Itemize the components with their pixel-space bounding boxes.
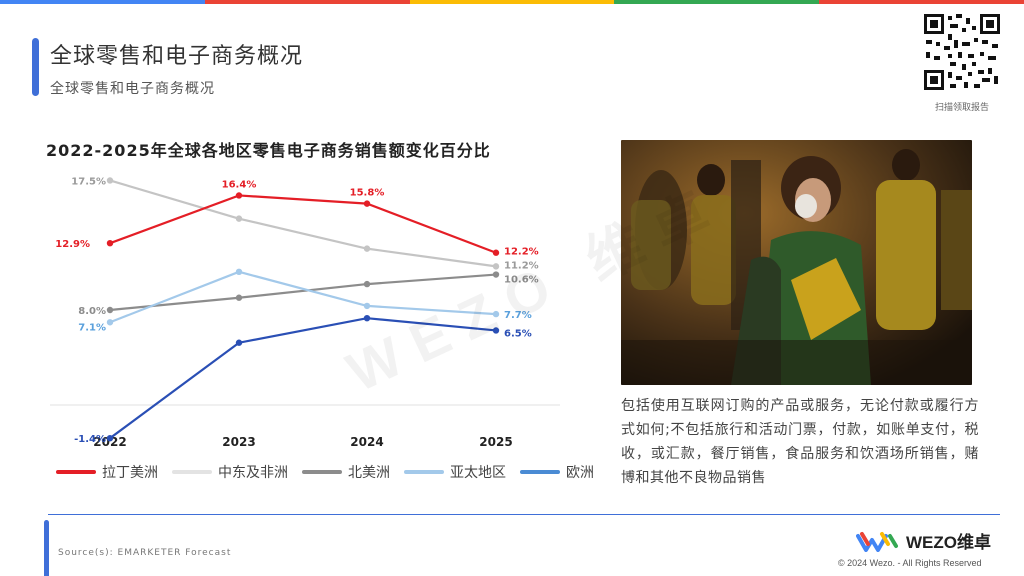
data-point xyxy=(363,200,371,207)
logo-text: WEZO维卓 xyxy=(906,533,991,552)
data-point xyxy=(235,192,243,199)
data-point xyxy=(106,319,114,326)
qr-label: 扫描领取报告 xyxy=(934,103,989,113)
line-chart: 2022 2023 2024 2025 17.5% 11.2% 8.0% 10.6% 7.1% 7… xyxy=(50,176,560,449)
x-tick-label: 2023 xyxy=(222,435,255,449)
data-label: 6.5% xyxy=(504,328,532,339)
data-point xyxy=(363,245,371,252)
x-tick-label: 2024 xyxy=(350,435,383,449)
legend-item: 拉丁美洲 xyxy=(56,462,158,482)
data-label: -1.4% xyxy=(74,434,106,445)
data-label: 12.9% xyxy=(55,239,90,250)
qr-code-icon[interactable] xyxy=(922,12,1002,92)
wezo-logo: WEZO维卓 xyxy=(856,528,991,553)
data-label: 15.8% xyxy=(350,188,385,199)
data-point xyxy=(492,249,500,256)
data-point xyxy=(106,239,114,247)
copyright: © 2024 Wezo. - All Rights Reserved xyxy=(838,558,982,568)
data-label: 10.6% xyxy=(504,275,539,286)
chart-legend: 拉丁美洲 中东及非洲 北美洲 亚太地区 欧洲 xyxy=(56,462,594,482)
brand-color-bar xyxy=(0,0,1024,4)
legend-label: 欧洲 xyxy=(566,465,594,481)
data-point xyxy=(106,434,114,442)
legend-item: 亚太地区 xyxy=(404,462,506,482)
legend-swatch xyxy=(172,470,212,474)
data-point xyxy=(492,310,500,318)
data-point xyxy=(363,314,371,322)
page-subtitle: 全球零售和电子商务概况 xyxy=(50,81,215,97)
footer-accent-bar xyxy=(44,520,49,576)
footer-divider xyxy=(48,514,1000,515)
chart-title: 2022-2025年全球各地区零售电子商务销售额变化百分比 xyxy=(46,141,491,160)
legend-label: 亚太地区 xyxy=(450,465,506,481)
legend-label: 中东及非洲 xyxy=(218,465,288,481)
data-label: 8.0% xyxy=(78,306,106,317)
data-point xyxy=(235,339,243,346)
series-line xyxy=(109,179,497,268)
legend-label: 北美洲 xyxy=(348,465,390,481)
series-line xyxy=(109,194,497,254)
source-note: Source(s): EMARKETER Forecast xyxy=(58,548,232,558)
data-point xyxy=(106,177,114,184)
page-title: 全球零售和电子商务概况 xyxy=(50,44,304,69)
legend-label: 拉丁美洲 xyxy=(102,465,158,481)
data-label: 7.7% xyxy=(504,310,532,321)
legend-swatch xyxy=(520,470,560,474)
x-tick-label: 2022 xyxy=(93,435,126,449)
data-point xyxy=(106,306,114,314)
legend-item: 北美洲 xyxy=(302,462,390,482)
data-point xyxy=(363,302,371,310)
protest-photo xyxy=(621,140,972,385)
data-label: 7.1% xyxy=(78,322,106,333)
data-label: 17.5% xyxy=(71,176,106,187)
data-point xyxy=(363,280,371,288)
legend-item: 中东及非洲 xyxy=(172,462,288,482)
data-label: 16.4% xyxy=(222,179,257,190)
data-point xyxy=(492,327,500,334)
legend-swatch xyxy=(302,470,342,474)
data-point xyxy=(492,263,500,270)
data-point xyxy=(492,271,500,278)
series-line xyxy=(109,273,497,312)
legend-swatch xyxy=(404,470,444,474)
data-label: 12.2% xyxy=(504,247,539,258)
series-line xyxy=(109,270,497,324)
description-text: 包括使用互联网订购的产品或服务，无论付款或履行方式如何;不包括旅行和活动门票，付… xyxy=(621,398,979,486)
data-label: 11.2% xyxy=(504,260,539,271)
wezo-logo-icon xyxy=(856,531,898,552)
series-line xyxy=(109,317,497,440)
legend-item: 欧洲 xyxy=(520,462,594,482)
legend-swatch xyxy=(56,470,96,474)
data-point xyxy=(235,294,243,301)
x-tick-label: 2025 xyxy=(479,435,512,449)
data-point xyxy=(235,268,243,276)
data-point xyxy=(235,215,243,222)
title-accent-bar xyxy=(32,38,39,96)
